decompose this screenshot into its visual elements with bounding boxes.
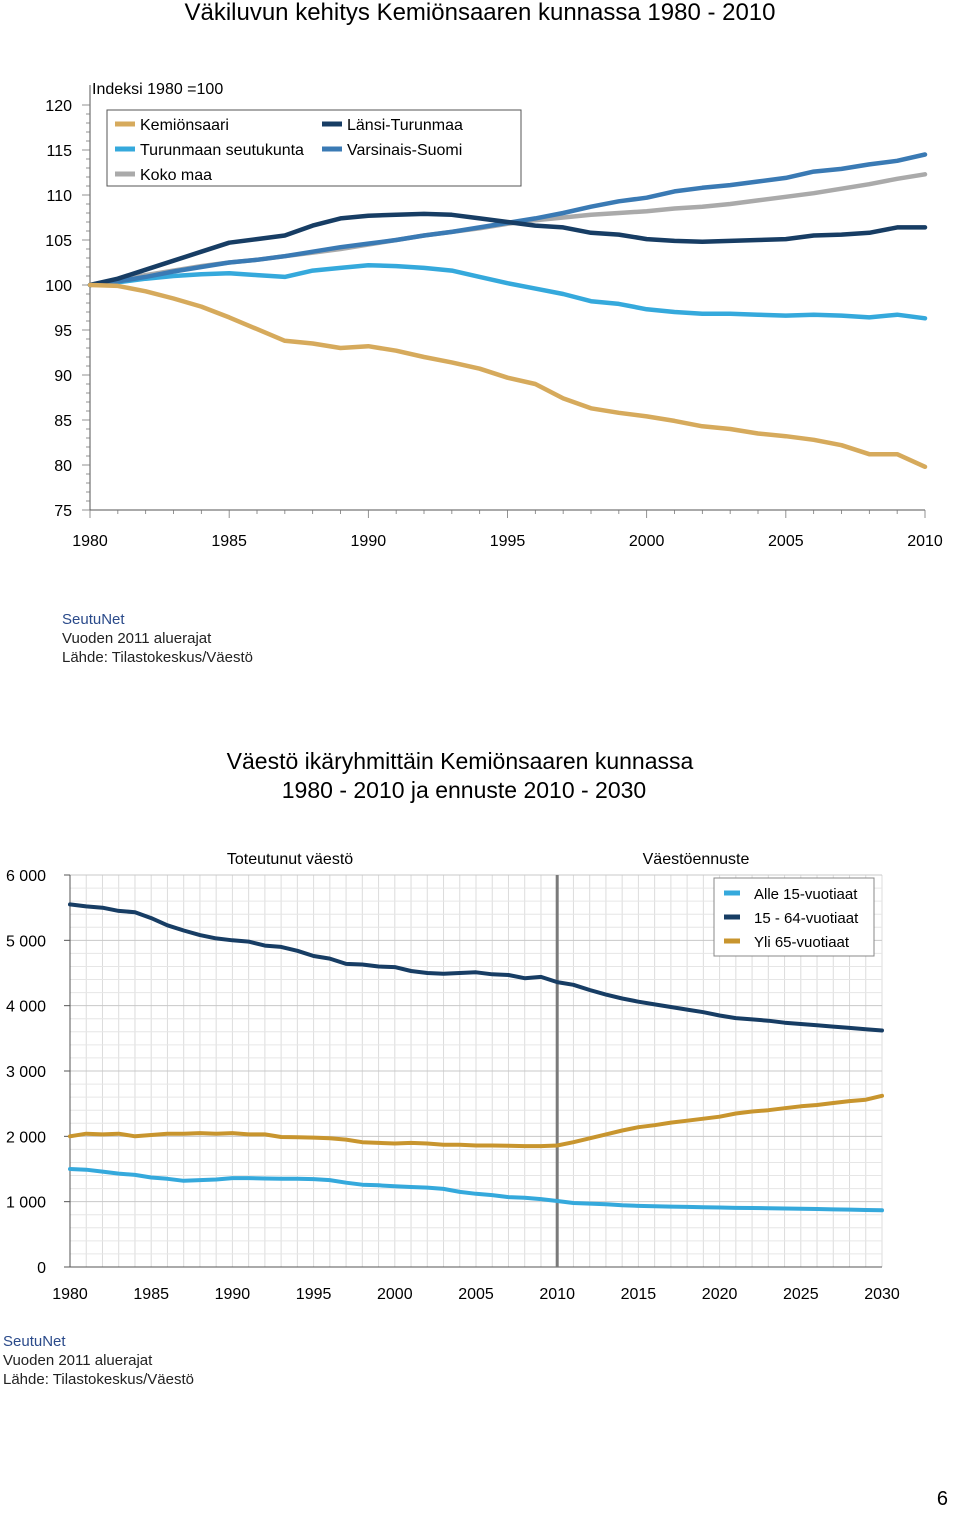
y-tick-label: 110 xyxy=(46,188,72,205)
source-boundaries: Vuoden 2011 aluerajat xyxy=(3,1352,153,1369)
series-line xyxy=(68,1093,884,1149)
legend-box xyxy=(713,877,875,957)
annotation-actual: Toteutunut väestö xyxy=(227,851,353,868)
series-line xyxy=(87,172,928,288)
y-tick-label: 4 000 xyxy=(6,999,46,1016)
chart-population-index: Väkiluvun kehitys Kemiönsaaren kunnassa … xyxy=(45,0,943,550)
y-tick-label: 6 000 xyxy=(6,868,46,885)
legend-label: Turunmaan seutukunta xyxy=(140,142,304,159)
x-tick-label: 1990 xyxy=(215,1286,251,1303)
x-tick-label: 1980 xyxy=(52,1286,88,1303)
series-line xyxy=(68,902,884,1033)
y-tick-label: 80 xyxy=(54,458,72,475)
x-tick-label: 2010 xyxy=(907,533,943,550)
x-tick-label: 2025 xyxy=(783,1286,819,1303)
series-line xyxy=(87,282,928,470)
source-brand: SeutuNet xyxy=(62,611,125,628)
series-line xyxy=(68,1167,884,1213)
page-number: 6 xyxy=(936,1488,948,1510)
y-tick-label: 75 xyxy=(54,503,72,520)
chart-subtitle: 1980 - 2010 ja ennuste 2010 - 2030 xyxy=(282,777,646,803)
x-tick-label: 2000 xyxy=(629,533,665,550)
x-tick-label: 1980 xyxy=(72,533,108,550)
legend-label: Varsinais-Suomi xyxy=(347,142,462,159)
series-line xyxy=(87,211,928,288)
y-tick-label: 85 xyxy=(54,413,72,430)
source-boundaries: Vuoden 2011 aluerajat xyxy=(62,630,212,647)
chart2-source-notes: SeutuNet Vuoden 2011 aluerajat Lähde: Ti… xyxy=(3,1332,194,1389)
x-tick-label: 1995 xyxy=(490,533,526,550)
x-tick-label: 2010 xyxy=(539,1286,575,1303)
legend-label: Länsi-Turunmaa xyxy=(347,117,463,134)
y-tick-label: 115 xyxy=(46,143,72,160)
legend-label: Kemiönsaari xyxy=(140,117,229,134)
x-tick-label: 1990 xyxy=(351,533,387,550)
y-tick-label: 120 xyxy=(45,98,72,115)
source-statistics: Lähde: Tilastokeskus/Väestö xyxy=(62,649,253,666)
x-tick-label: 2005 xyxy=(768,533,804,550)
chart1-source-notes: SeutuNet Vuoden 2011 aluerajat Lähde: Ti… xyxy=(62,610,253,667)
annotation-forecast: Väestöennuste xyxy=(643,851,750,868)
y-tick-label: 2 000 xyxy=(6,1129,46,1146)
source-brand: SeutuNet xyxy=(3,1333,66,1350)
y-tick-label: 0 xyxy=(37,1260,46,1277)
y-tick-label: 100 xyxy=(45,278,72,295)
x-tick-label: 2005 xyxy=(458,1286,494,1303)
x-tick-label: 1985 xyxy=(133,1286,169,1303)
legend-box xyxy=(106,109,522,187)
source-statistics: Lähde: Tilastokeskus/Väestö xyxy=(3,1371,194,1388)
legend-label: Koko maa xyxy=(140,167,212,184)
y-tick-label: 5 000 xyxy=(6,933,46,950)
x-tick-label: 2020 xyxy=(702,1286,738,1303)
x-tick-label: 2030 xyxy=(864,1286,900,1303)
y-tick-label: 105 xyxy=(45,233,72,250)
legend-label: Yli 65-vuotiaat xyxy=(754,934,850,951)
x-tick-label: 1985 xyxy=(211,533,247,550)
y-tick-label: 1 000 xyxy=(6,1195,46,1212)
x-tick-label: 2015 xyxy=(621,1286,657,1303)
chart-title: Väestö ikäryhmittäin Kemiönsaaren kunnas… xyxy=(227,748,694,774)
legend-label: Alle 15-vuotiaat xyxy=(754,886,858,903)
y-tick-label: 95 xyxy=(54,323,72,340)
legend-label: 15 - 64-vuotiaat xyxy=(754,910,859,927)
x-tick-label: 1995 xyxy=(296,1286,332,1303)
chart-subtitle: Indeksi 1980 =100 xyxy=(92,81,223,98)
series-line xyxy=(87,262,928,321)
x-tick-label: 2000 xyxy=(377,1286,413,1303)
y-tick-label: 90 xyxy=(54,368,72,385)
y-tick-label: 3 000 xyxy=(6,1064,46,1081)
chart-title: Väkiluvun kehitys Kemiönsaaren kunnassa … xyxy=(184,0,775,26)
chart-age-groups: Väestö ikäryhmittäin Kemiönsaaren kunnas… xyxy=(6,748,900,1303)
